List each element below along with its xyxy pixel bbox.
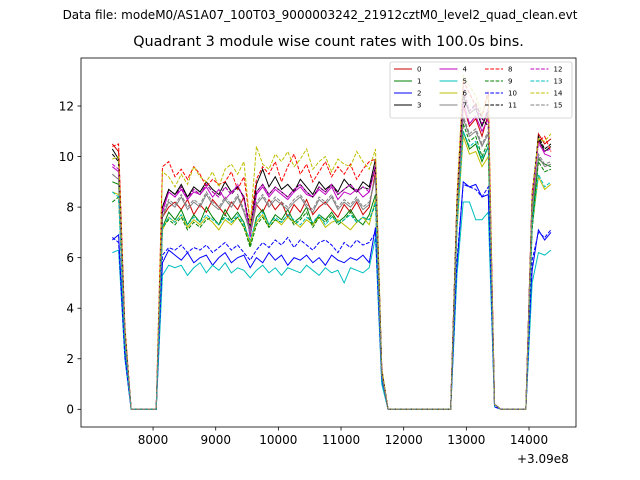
series-line-5	[112, 201, 552, 410]
series-line-15	[112, 115, 552, 410]
y-tick-label: 0	[66, 403, 74, 417]
figure-suptitle: Data file: modeM0/AS1A07_100T03_90000032…	[62, 8, 578, 22]
series-line-14	[112, 74, 552, 410]
legend-label-13: 13	[554, 78, 563, 86]
x-tick-label: 11000	[322, 433, 360, 447]
legend-label-3: 3	[417, 102, 421, 110]
legend-label-8: 8	[508, 66, 512, 74]
legend-label-5: 5	[463, 78, 467, 86]
legend-label-10: 10	[508, 90, 517, 98]
series-line-12	[112, 85, 552, 410]
y-axis: 0 2 4 6 8 10 12	[59, 99, 81, 417]
series-line-13	[112, 131, 552, 410]
legend-label-15: 15	[554, 102, 563, 110]
x-tick-label: 14000	[510, 433, 548, 447]
y-tick-label: 2	[66, 352, 74, 366]
legend-label-11: 11	[508, 102, 517, 110]
legend-label-0: 0	[417, 66, 421, 74]
legend-label-6: 6	[463, 90, 468, 98]
x-tick-label: 10000	[259, 433, 297, 447]
x-tick-label: 8000	[138, 433, 169, 447]
legend-label-7: 7	[463, 102, 467, 110]
legend-label-1: 1	[417, 78, 421, 86]
x-axis-offset-label: +3.09e8	[517, 452, 569, 466]
x-tick-label: 13000	[447, 433, 485, 447]
x-tick-label: 12000	[385, 433, 423, 447]
plot-lines	[111, 74, 552, 410]
y-tick-label: 8	[66, 200, 74, 214]
y-tick-label: 12	[59, 99, 74, 113]
x-axis: 8000 9000 10000 11000 12000 13000 14000	[138, 427, 548, 447]
series-line-7	[112, 118, 552, 410]
series-line-9	[112, 123, 552, 410]
series-line-1	[112, 131, 552, 410]
legend-label-14: 14	[554, 90, 563, 98]
y-tick-label: 6	[66, 251, 74, 265]
legend-label-4: 4	[463, 66, 468, 74]
legend-box	[389, 61, 573, 119]
y-tick-label: 10	[59, 150, 74, 164]
series-line-10	[112, 183, 552, 410]
legend-label-12: 12	[554, 66, 563, 74]
series-line-6	[112, 136, 552, 410]
y-tick-label: 4	[66, 302, 74, 316]
chart-title: Quadrant 3 module wise count rates with …	[133, 34, 524, 50]
plot-frame	[80, 57, 577, 428]
series-line-2	[112, 180, 552, 410]
x-tick-label: 9000	[200, 433, 231, 447]
legend-label-2: 2	[417, 90, 421, 98]
legend-label-9: 9	[508, 78, 512, 86]
series-line-3	[111, 95, 552, 410]
